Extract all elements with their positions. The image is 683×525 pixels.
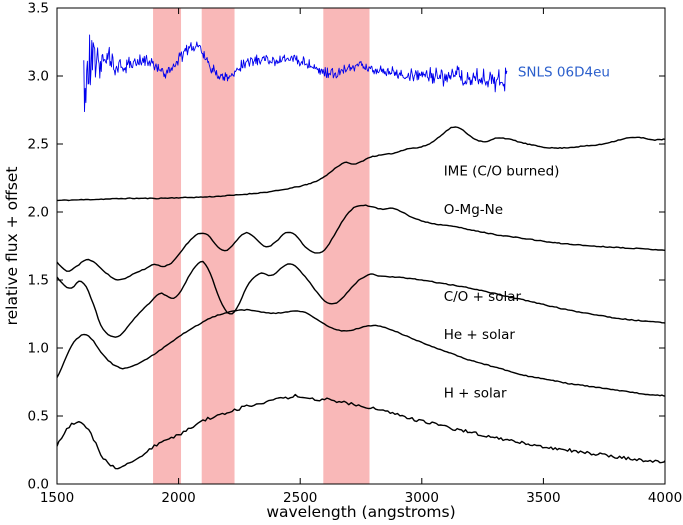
y-tick-label-6: 3.0: [28, 69, 49, 85]
x-tick-label-4: 3500: [526, 490, 560, 506]
series-label-o-mg-ne: O-Mg-Ne: [444, 202, 503, 218]
y-tick-label-1: 0.5: [28, 409, 49, 425]
shaded-band-2: [201, 8, 235, 484]
x-tick-label-5: 4000: [648, 490, 682, 506]
x-tick-label-1: 2000: [161, 490, 195, 506]
model-curve-ime-c-o-burned: [57, 126, 665, 202]
series-label-c-o-solar: C/O + solar: [444, 289, 522, 305]
shaded-bands-group: [153, 8, 370, 484]
shaded-band-3: [323, 8, 370, 484]
model-curve-h-solar: [57, 393, 665, 470]
y-tick-label-4: 2.0: [28, 205, 49, 221]
y-tick-label-5: 2.5: [28, 137, 49, 153]
x-axis-label: wavelength (angstroms): [266, 503, 455, 521]
shaded-band-1: [153, 8, 182, 484]
ticks-group: [56, 7, 666, 485]
tick-labels-group: 1500 2000 2500 3000 3500 4000 0.0 0.5 1.0 1.5 2.0 2…: [28, 1, 683, 507]
series-label-h-solar: H + solar: [444, 385, 507, 401]
y-tick-label-7: 3.5: [28, 1, 49, 17]
series-label-snls-06d4eu: SNLS 06D4eu: [518, 64, 610, 80]
y-tick-label-2: 1.0: [28, 341, 49, 357]
model-curve-o-mg-ne: [57, 204, 665, 281]
observed-curve-snls-06d4eu: [83, 34, 508, 113]
axes-frame: [56, 7, 666, 485]
series-label-he-solar: He + solar: [444, 327, 516, 343]
y-tick-label-3: 1.5: [28, 273, 49, 289]
model-curve-he-solar: [57, 308, 665, 397]
model-curve-c-o-solar: [57, 260, 665, 338]
curves-group: [57, 34, 665, 470]
x-tick-label-3: 3000: [405, 490, 439, 506]
x-tick-label-0: 1500: [40, 490, 74, 506]
y-tick-label-0: 0.0: [28, 477, 49, 493]
series-label-ime-c-o-burned: IME (C/O burned): [444, 164, 560, 180]
y-axis-label: relative flux + offset: [3, 167, 21, 326]
x-tick-label-2: 2500: [283, 490, 317, 506]
